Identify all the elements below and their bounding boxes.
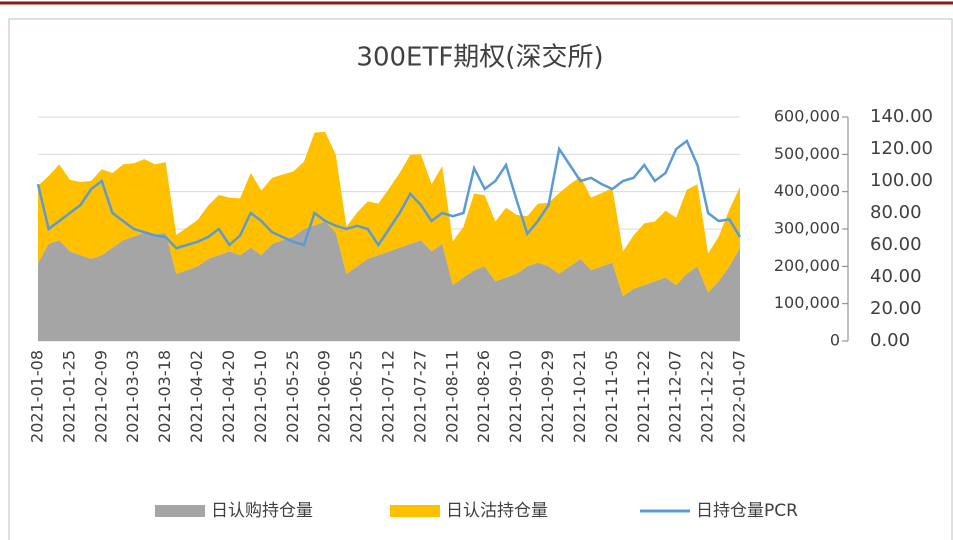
- x-tick-label: 2021-08-11: [442, 350, 461, 443]
- x-tick-label: 2021-09-10: [506, 350, 525, 443]
- x-tick-label: 2021-05-10: [251, 350, 270, 443]
- y-tick-label: 0: [830, 331, 840, 350]
- y2-tick-label: 0.00: [870, 330, 910, 351]
- y-tick-label: 300,000: [774, 219, 840, 238]
- x-tick-label: 2021-03-18: [155, 350, 174, 443]
- x-tick-label: 2021-09-29: [538, 350, 557, 443]
- x-tick-label: 2021-12-07: [666, 350, 685, 443]
- x-tick-label: 2021-04-02: [187, 350, 206, 443]
- x-tick-label: 2021-02-09: [91, 350, 110, 443]
- x-tick-label: 2021-07-27: [410, 350, 429, 443]
- x-tick-label: 2021-01-08: [28, 350, 47, 443]
- area: [38, 221, 740, 341]
- legend-label: 日持仓量PCR: [696, 501, 798, 521]
- x-tick-label: 2022-01-07: [730, 350, 749, 443]
- chart-title: 300ETF期权(深交所): [356, 43, 603, 73]
- x-tick-label: 2021-11-22: [634, 350, 653, 443]
- x-tick-label: 2021-11-05: [602, 350, 621, 443]
- x-tick-label: 2021-10-21: [570, 350, 589, 443]
- x-tick-label: 2021-07-12: [379, 350, 398, 443]
- y2-tick-label: 40.00: [870, 266, 922, 287]
- x-tick-label: 2021-12-22: [698, 350, 717, 443]
- x-tick-label: 2021-06-25: [347, 350, 366, 443]
- legend-swatch: [155, 505, 205, 517]
- y-tick-label: 500,000: [774, 144, 840, 163]
- x-tick-label: 2021-06-09: [315, 350, 334, 443]
- x-tick-label: 2021-05-25: [283, 350, 302, 443]
- y-tick-label: 600,000: [774, 107, 840, 126]
- area: [38, 131, 740, 297]
- x-tick-label: 2021-03-03: [123, 350, 142, 443]
- y2-tick-label: 60.00: [870, 234, 922, 255]
- chart-frame: [8, 18, 953, 540]
- y2-tick-label: 80.00: [870, 202, 922, 223]
- x-tick-label: 2021-04-20: [219, 350, 238, 443]
- x-tick-label: 2021-08-26: [474, 350, 493, 443]
- legend-swatch: [390, 505, 440, 517]
- y-tick-label: 400,000: [774, 181, 840, 200]
- pcr-line: [36, 139, 742, 250]
- y-tick-label: 200,000: [774, 256, 840, 275]
- y2-tick-label: 120.00: [870, 138, 933, 159]
- y2-tick-label: 100.00: [870, 170, 933, 191]
- y-tick-label: 100,000: [774, 293, 840, 312]
- y2-tick-label: 20.00: [870, 298, 922, 319]
- legend-label: 日认购持仓量: [211, 501, 313, 521]
- y2-tick-label: 140.00: [870, 106, 933, 127]
- x-tick-label: 2021-01-25: [59, 350, 78, 443]
- legend-label: 日认沽持仓量: [446, 501, 548, 521]
